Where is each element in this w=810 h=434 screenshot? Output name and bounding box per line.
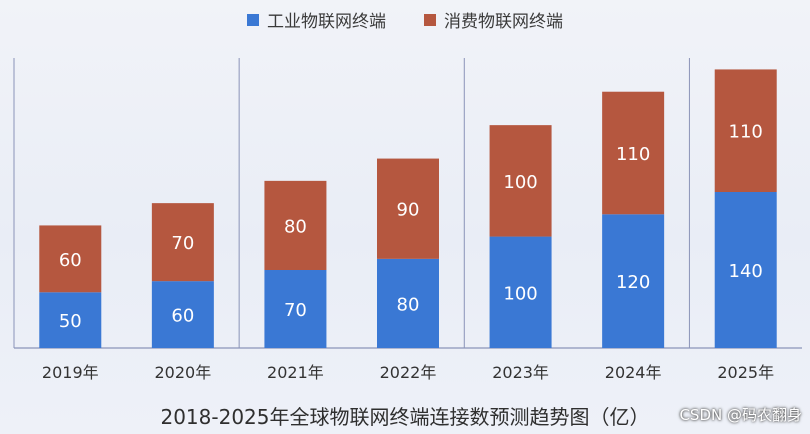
bar-consumer-2 — [264, 180, 327, 270]
data-label-consumer-0: 60 — [59, 250, 82, 271]
data-label-consumer-6: 110 — [729, 122, 763, 143]
watermark: CSDN @码农翻身 — [679, 406, 802, 424]
data-label-industrial-4: 100 — [503, 283, 537, 304]
legend-swatch-industrial — [247, 13, 259, 26]
x-tick-label-3: 2022年 — [380, 363, 437, 382]
data-label-consumer-2: 80 — [284, 216, 307, 237]
data-label-industrial-0: 50 — [59, 311, 82, 332]
data-label-industrial-5: 120 — [616, 272, 650, 293]
chart-title: 2018-2025年全球物联网终端连接数预测趋势图（亿） — [160, 405, 650, 429]
bar-consumer-3 — [377, 158, 439, 259]
bar-consumer-5 — [602, 91, 665, 215]
bar-consumer-1 — [151, 203, 214, 282]
bar-industrial-2 — [264, 270, 327, 348]
data-label-consumer-4: 100 — [503, 172, 537, 193]
data-label-consumer-1: 70 — [171, 233, 194, 254]
bar-industrial-0 — [39, 292, 102, 348]
bar-consumer-6 — [714, 69, 777, 192]
x-tick-label-0: 2019年 — [42, 363, 99, 382]
data-label-industrial-1: 60 — [171, 306, 194, 327]
data-label-consumer-3: 90 — [397, 200, 420, 221]
data-label-consumer-5: 110 — [616, 144, 650, 165]
x-tick-label-2: 2021年 — [267, 363, 324, 382]
bar-industrial-6 — [714, 192, 777, 348]
legend-swatch-consumer — [424, 13, 436, 26]
x-tick-label-4: 2023年 — [492, 363, 549, 382]
legend-item-consumer: 消费物联网终端 — [424, 7, 563, 32]
bar-consumer-0 — [39, 225, 102, 293]
data-label-industrial-6: 140 — [729, 261, 763, 282]
bar-industrial-4 — [489, 236, 552, 348]
x-tick-label-6: 2025年 — [717, 363, 774, 382]
bar-industrial-1 — [151, 281, 214, 348]
legend-item-industrial: 工业物联网终端 — [247, 7, 386, 32]
x-tick-label-5: 2024年 — [605, 363, 662, 382]
x-tick-label-1: 2020年 — [154, 363, 211, 382]
legend-label-industrial: 工业物联网终端 — [267, 12, 386, 32]
legend: 工业物联网终端 消费物联网终端 — [0, 7, 810, 32]
bar-industrial-5 — [602, 214, 665, 348]
legend-label-consumer: 消费物联网终端 — [444, 12, 563, 32]
bar-consumer-4 — [489, 125, 552, 237]
bar-industrial-3 — [377, 258, 439, 348]
data-label-industrial-3: 80 — [397, 294, 420, 315]
data-label-industrial-2: 70 — [284, 300, 307, 321]
